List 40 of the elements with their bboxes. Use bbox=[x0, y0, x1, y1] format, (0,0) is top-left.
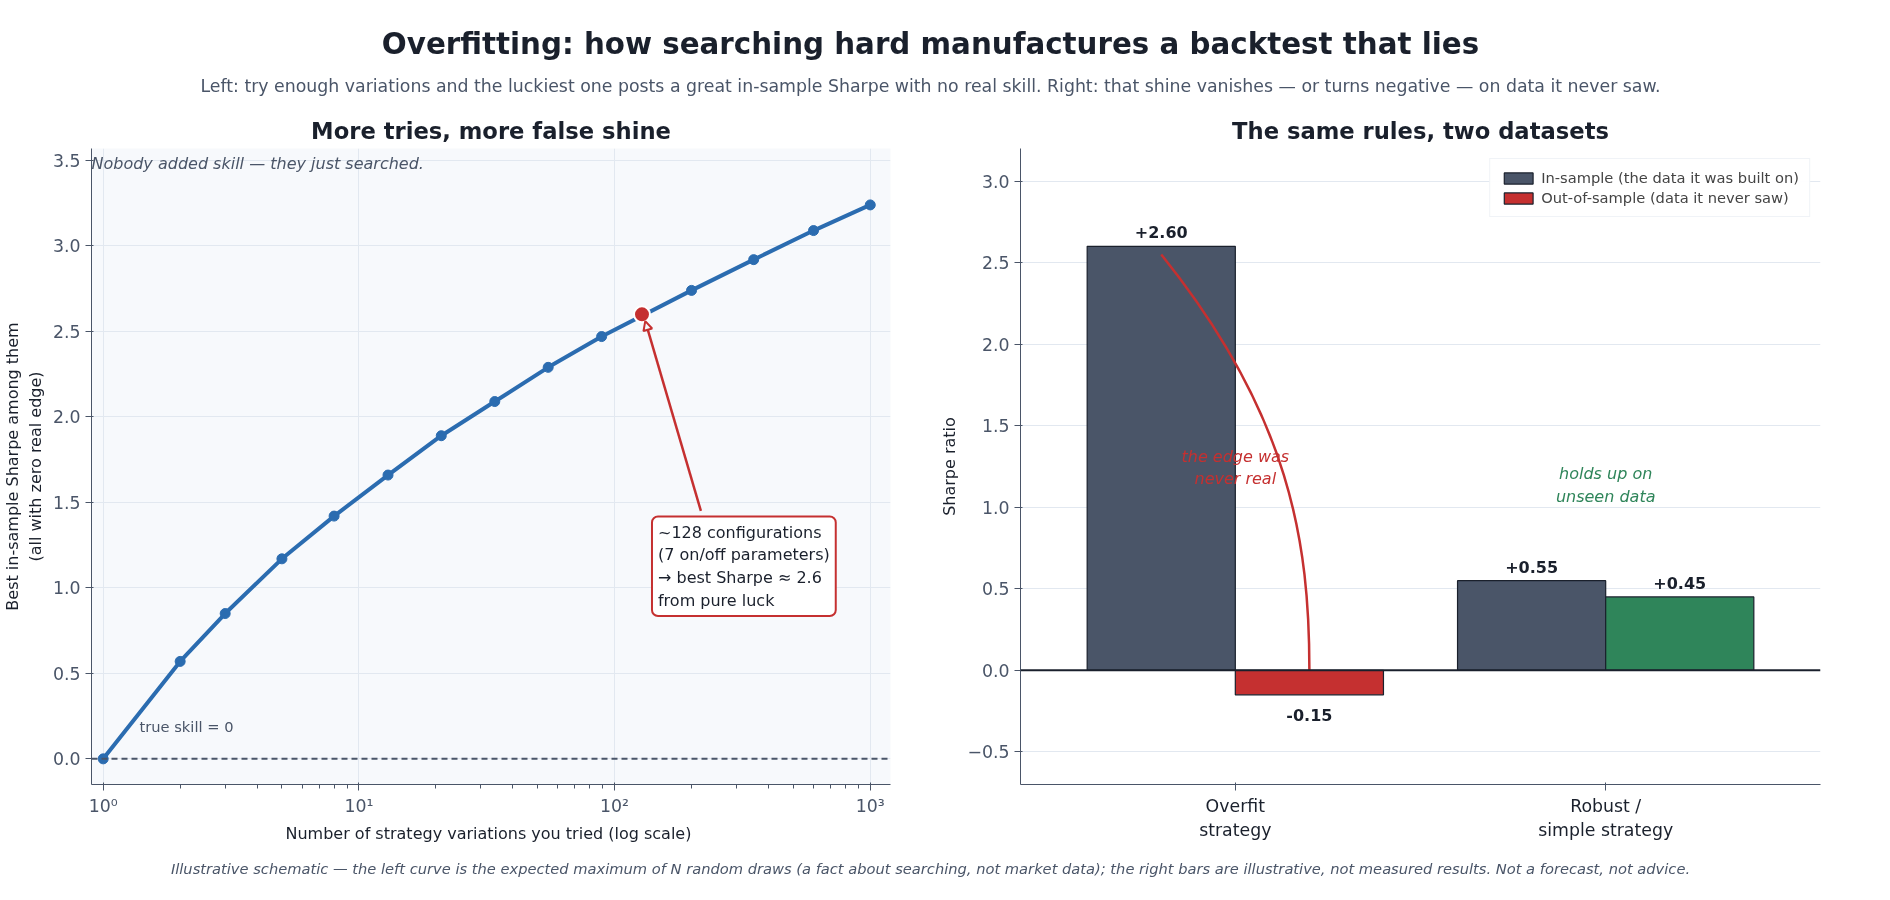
legend-label: In-sample (the data it was built on) bbox=[1541, 169, 1799, 186]
y-tick-label: 2.5 bbox=[52, 321, 81, 342]
annotation: ~128 configurations (7 on/off parameters) → best Sharpe ≈ 2.6 from pure luck bbox=[657, 522, 830, 610]
text: Illustrative schematic — the left curve is the expected maximum of N random draws (a fact about searching, not market data); the right bars are illustrative, not measured results. Not a forecast, not advice. bbox=[170, 859, 1691, 877]
text: Left: try enough variations and the luckiest one posts a great in-sample Sharpe with no real skill. Right: that shine vanishes — or turns negative — on data it never saw. bbox=[200, 75, 1661, 96]
text: Overfitting: how searching hard manufactures a backtest that lies bbox=[381, 26, 1480, 61]
y-tick-label: 2.0 bbox=[52, 407, 81, 428]
y-tick-label: 0.0 bbox=[52, 749, 81, 770]
legend-label: Out-of-sample (data it never saw) bbox=[1541, 189, 1789, 206]
y-tick-label: 3.5 bbox=[52, 150, 81, 171]
chart-title: More tries, more false shine bbox=[311, 117, 671, 144]
y-tick-label: 1.5 bbox=[52, 492, 81, 513]
y-tick-label: −0.5 bbox=[967, 742, 1010, 763]
y-tick-label: 1.0 bbox=[52, 578, 81, 599]
y-tick-label: 0.5 bbox=[52, 663, 81, 684]
annotation: holds up on unseen data bbox=[1555, 463, 1656, 506]
data-label: +0.55 bbox=[1505, 557, 1559, 577]
y-tick-label: 2.5 bbox=[981, 253, 1010, 274]
x-tick-label: 10² bbox=[600, 795, 630, 816]
x-tick-label: Robust / simple strategy bbox=[1538, 795, 1674, 840]
chart-title: The same rules, two datasets bbox=[1232, 117, 1609, 144]
y-tick-label: 3.0 bbox=[52, 236, 81, 257]
x-tick-label: 10⁰ bbox=[88, 795, 118, 816]
data-label: +0.45 bbox=[1653, 573, 1707, 593]
x-axis-title: Number of strategy variations you tried (log scale) bbox=[285, 823, 692, 843]
x-tick-label: 10¹ bbox=[344, 795, 374, 816]
y-tick-label: 1.5 bbox=[981, 416, 1010, 437]
y-tick-label: 3.0 bbox=[981, 171, 1010, 192]
y-tick-label: 0.5 bbox=[981, 579, 1010, 600]
ref-line-label: true skill = 0 bbox=[139, 717, 234, 735]
x-tick-label: Overfit strategy bbox=[1199, 795, 1272, 840]
data-label: +2.60 bbox=[1134, 223, 1188, 243]
x-tick-label: 10³ bbox=[855, 795, 885, 816]
annotation: Nobody added skill — they just searched. bbox=[91, 153, 424, 173]
y-tick-label: 1.0 bbox=[981, 497, 1010, 518]
y-axis-title: Best in-sample Sharpe among them (all with zero real edge) bbox=[3, 322, 45, 611]
data-label: -0.15 bbox=[1286, 705, 1333, 725]
y-tick-label: 0.0 bbox=[981, 660, 1010, 681]
y-tick-label: 2.0 bbox=[981, 334, 1010, 355]
y-axis-title: Sharpe ratio bbox=[940, 417, 960, 516]
